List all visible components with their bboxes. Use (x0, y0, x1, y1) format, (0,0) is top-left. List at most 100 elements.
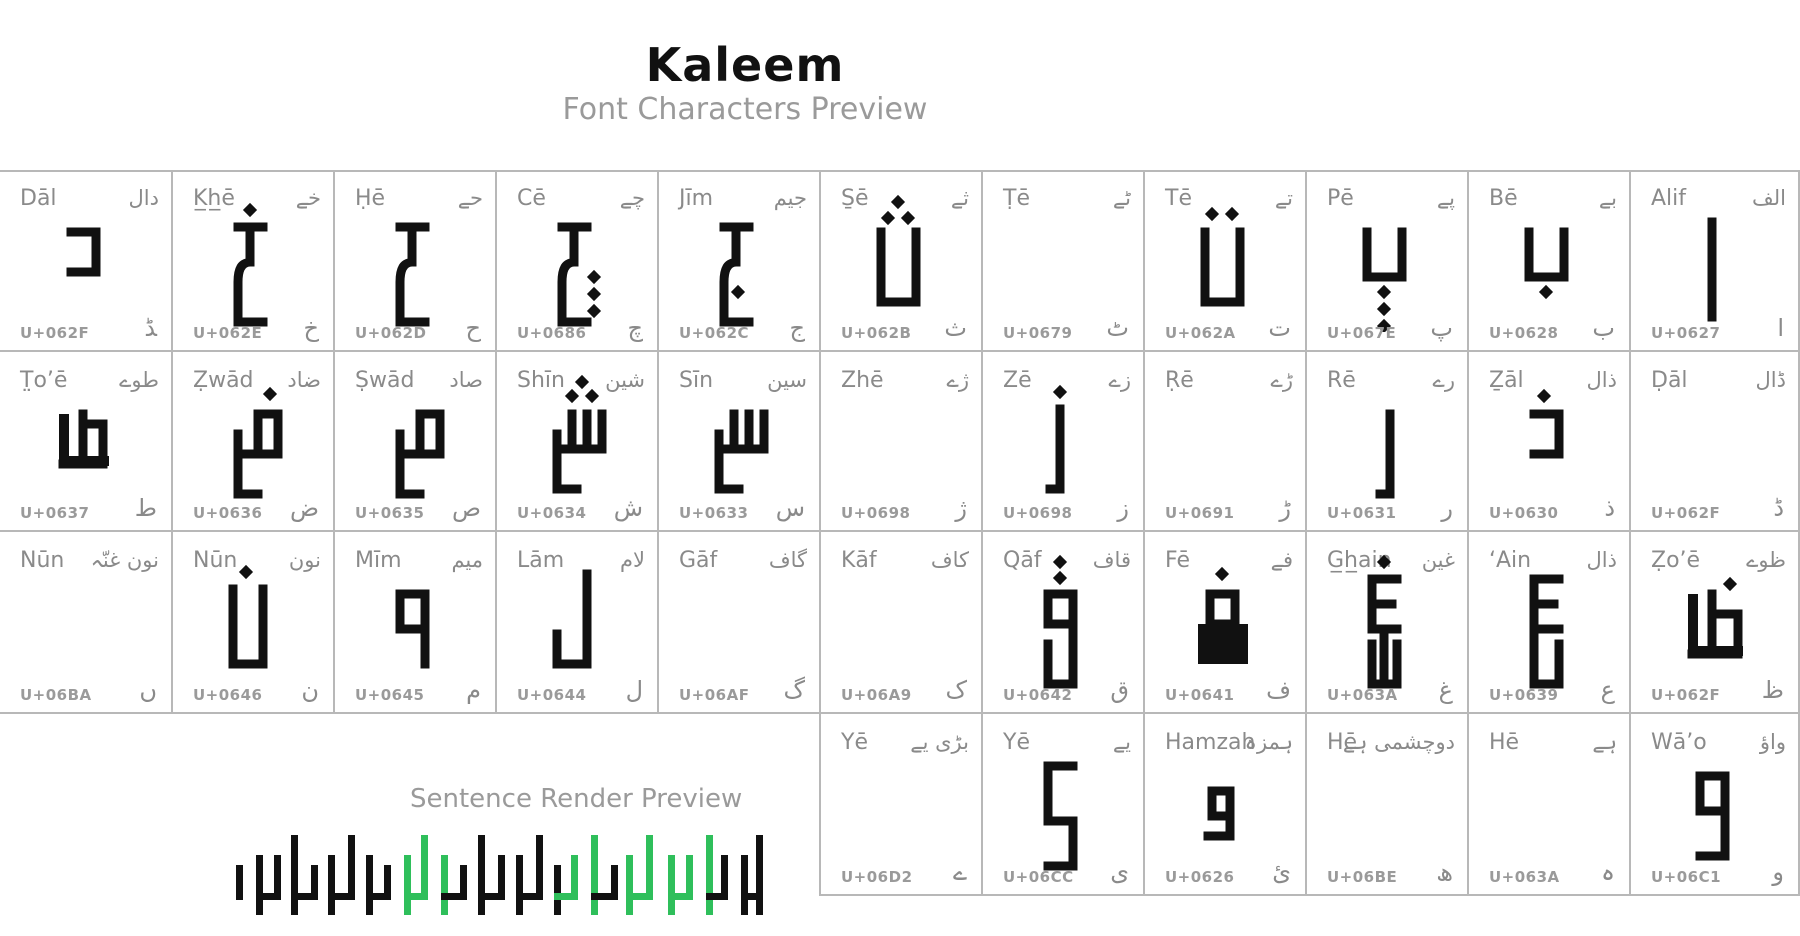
isolated-form: ی (1110, 858, 1129, 886)
character-urdu-name: ظوے (1746, 548, 1786, 572)
character-cell: K̲h̲ē خے U+062E خ (173, 170, 335, 352)
sentence-stroke (668, 855, 675, 915)
ghain-glyph-icon (1367, 554, 1402, 689)
character-cell: T̤o’ē طوے U+0637 ط (0, 352, 173, 532)
sentence-preview (216, 825, 776, 929)
sentence-stroke (591, 835, 598, 915)
character-cell: Nūn نون غنّہ U+06BA ں (0, 532, 173, 714)
character-urdu-name: چے (619, 186, 645, 210)
character-name: Ẓo’ē (1651, 548, 1701, 573)
character-urdu-name: قاف (1092, 548, 1131, 572)
character-name: T̤o’ē (20, 368, 68, 393)
character-cell: Bē بے U+0628 ب (1469, 170, 1631, 352)
isolated-form: ج (789, 314, 806, 342)
character-cell: Alif الف U+0627 ا (1631, 170, 1800, 352)
character-name: Yē (1003, 730, 1030, 755)
character-cell: Wā’o واؤ U+06C1 و (1631, 714, 1800, 896)
character-cell: Qāf قاف U+0642 ق (983, 532, 1145, 714)
isolated-form: ڑ (1279, 494, 1291, 522)
che-glyph-icon (557, 222, 602, 327)
unicode-codepoint: U+0642 (1003, 686, 1073, 704)
sentence-stroke (646, 835, 653, 900)
unicode-codepoint: U+0691 (1165, 504, 1235, 522)
tte-glyph-icon (1028, 192, 1098, 332)
bari-ye-glyph-icon (866, 736, 936, 876)
character-cell: Cē چے U+0686 چ (497, 170, 659, 352)
page-subtitle: Font Characters Preview (562, 92, 928, 127)
sentence-glyphs-icon (236, 835, 763, 915)
sentence-stroke (536, 835, 543, 900)
unicode-codepoint: U+0631 (1327, 504, 1397, 522)
isolated-form: ﮉ (144, 314, 157, 342)
sentence-preview-label: Sentence Render Preview (410, 784, 743, 814)
unicode-codepoint: U+0637 (20, 504, 90, 522)
character-name: Yē (841, 730, 868, 755)
character-name: Ḥē (355, 186, 386, 211)
isolated-form: ح (465, 314, 482, 342)
character-urdu-name: صاد (449, 368, 483, 392)
character-cell: Shīn شین U+0634 ش (497, 352, 659, 532)
character-name: Pē (1327, 186, 1354, 211)
character-cell: Ẓo’ē ظوے U+062F ظ (1631, 532, 1800, 714)
zal-glyph-icon (1529, 388, 1564, 459)
isolated-form: ث (944, 314, 967, 342)
sentence-connector (328, 893, 355, 900)
character-urdu-name: ہمزہ (1244, 730, 1293, 754)
unicode-codepoint: U+0639 (1489, 686, 1559, 704)
character-urdu-name: میم (451, 548, 483, 572)
sin-glyph-icon (714, 409, 769, 494)
unicode-codepoint: U+0686 (517, 324, 587, 342)
kaf-glyph-icon (866, 554, 936, 694)
sentence-stroke (366, 855, 373, 915)
character-urdu-name: نون غنّہ (90, 548, 159, 572)
character-urdu-name: بے (1598, 186, 1617, 210)
rre-glyph-icon (1190, 374, 1260, 514)
sentence-connector (741, 893, 763, 900)
sentence-stroke (571, 855, 578, 900)
character-name: S̱ē (841, 186, 869, 211)
character-cell: Hē ہے U+063A ہ (1469, 714, 1631, 896)
unicode-codepoint: U+062D (355, 324, 427, 342)
unicode-codepoint: U+062F (20, 324, 90, 342)
isolated-form: ٹ (1106, 314, 1129, 342)
unicode-codepoint: U+062E (193, 324, 263, 342)
sentence-stroke (686, 855, 693, 900)
be-glyph-icon (1524, 227, 1569, 300)
isolated-form: ر (1441, 494, 1453, 522)
unicode-codepoint: U+06D2 (841, 868, 913, 886)
sentence-connector (478, 893, 505, 900)
grid-divider (819, 714, 821, 896)
sentence-connector (516, 893, 543, 900)
do-chashmi-he-glyph-icon (1352, 736, 1422, 876)
khe-glyph-icon (233, 202, 268, 327)
isolated-form: گ (783, 676, 805, 704)
isolated-form: ھ (1436, 858, 1453, 886)
character-name: Ẓwād (193, 368, 254, 393)
character-urdu-name: ٹے (1112, 186, 1131, 210)
se-glyph-icon (876, 194, 921, 307)
sentence-stroke (516, 855, 523, 915)
character-urdu-name: لام (620, 548, 645, 572)
character-urdu-name: واؤ (1759, 730, 1786, 754)
character-name: Shīn (517, 368, 565, 393)
unicode-codepoint: U+062B (841, 324, 912, 342)
character-cell: Jīm جیم U+062C ج (659, 170, 821, 352)
isolated-form: ذ (1604, 494, 1615, 522)
isolated-form: ط (134, 494, 157, 522)
sentence-connector (256, 893, 281, 900)
isolated-form: ص (451, 494, 481, 522)
character-cell: Pē پے U+067E پ (1307, 170, 1469, 352)
character-urdu-name: ژے (946, 368, 969, 392)
sentence-connector (441, 893, 467, 900)
character-name: Wā’o (1651, 730, 1707, 755)
character-name: Kāf (841, 548, 877, 573)
unicode-codepoint: U+0679 (1003, 324, 1073, 342)
jim-glyph-icon (719, 222, 754, 327)
isolated-form: ے (952, 858, 967, 886)
unicode-codepoint: U+062F (1651, 504, 1721, 522)
character-urdu-name: دوچشمی ہے (1342, 730, 1455, 754)
sentence-stroke (478, 835, 485, 915)
character-urdu-name: نون (288, 548, 321, 572)
character-cell: Ẓwād ضاد U+0636 ض (173, 352, 335, 532)
